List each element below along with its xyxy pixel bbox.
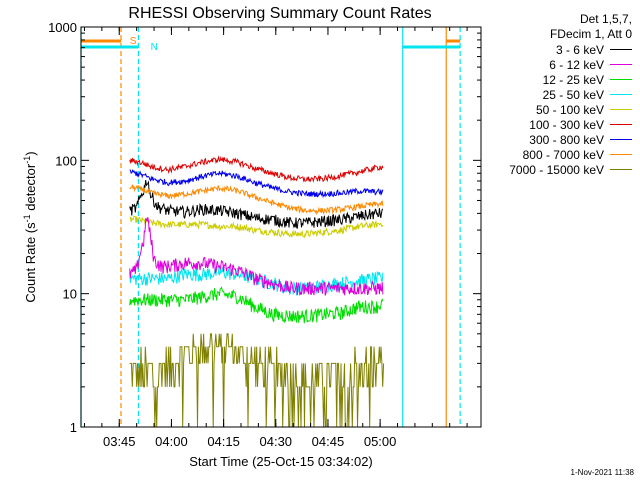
legend-swatch (610, 49, 632, 50)
legend-swatch (610, 124, 632, 125)
legend-label: 3 - 6 keV (555, 42, 604, 57)
legend-item: 7000 - 15000 keV (482, 162, 632, 177)
legend-label: 300 - 800 keV (529, 132, 604, 147)
series-line-3-6-kev (129, 180, 384, 229)
legend-item: 50 - 100 keV (482, 102, 632, 117)
flag-letter-n: N (151, 42, 158, 53)
legend-swatch (610, 109, 632, 110)
legend-label: 7000 - 15000 keV (509, 162, 604, 177)
legend-item: 25 - 50 keV (482, 87, 632, 102)
legend-label: 100 - 300 keV (529, 117, 604, 132)
series-line-300-800-kev (129, 169, 384, 199)
legend-item: 800 - 7000 keV (482, 147, 632, 162)
x-tick-label-0: 03:45 (103, 434, 136, 449)
legend-item: 3 - 6 keV (482, 42, 632, 57)
legend-swatch (610, 169, 632, 170)
legend-swatch (610, 64, 632, 65)
series-line-12-25-kev (129, 286, 384, 324)
series-lines (129, 155, 385, 428)
series-line-50-100-kev (129, 215, 384, 239)
series-line-800-7000-kev (129, 184, 384, 216)
x-tick-label-5: 05:00 (364, 434, 397, 449)
legend-label: 800 - 7000 keV (522, 147, 604, 162)
plot-frame (80, 26, 482, 428)
legend-item: 6 - 12 keV (482, 57, 632, 72)
series-line-7000-15000-kev (129, 333, 385, 428)
legend-label: 6 - 12 keV (549, 57, 604, 72)
legend-swatch (610, 94, 632, 95)
x-axis-label: Start Time (25-Oct-15 03:34:02) (189, 454, 373, 469)
y-tick-label-1: 10 (63, 287, 77, 302)
legend-label: 50 - 100 keV (535, 102, 604, 117)
legend-item: 300 - 800 keV (482, 132, 632, 147)
legend-swatch (610, 154, 632, 155)
legend-item: 12 - 25 keV (482, 72, 632, 87)
legend-label: 12 - 25 keV (542, 72, 604, 87)
series-line-100-300-kev (129, 155, 384, 183)
legend-swatch (610, 79, 632, 80)
legend-item: 100 - 300 keV (482, 117, 632, 132)
x-tick-label-4: 04:45 (312, 434, 345, 449)
legend-header-decim: FDecim 1, Att 0 (549, 27, 632, 41)
flag-letter-s: S (130, 36, 137, 47)
legend-swatch (610, 139, 632, 140)
legend-header-detectors: Det 1,5,7, (579, 12, 632, 26)
series-line-6-12-kev (129, 217, 384, 296)
axes: 1 10 100 1000 03:45 04:00 04:15 04:30 04:45 05:00 (48, 20, 481, 449)
x-tick-label-2: 04:15 (207, 434, 240, 449)
legend: Det 1,5,7, FDecim 1, Att 0 3 - 6 keV 6 - … (482, 12, 632, 177)
series-line-25-50-kev (129, 265, 384, 296)
x-tick-label-3: 04:30 (260, 434, 293, 449)
legend-label: 25 - 50 keV (542, 87, 604, 102)
y-tick-label-0: 1 (70, 420, 77, 435)
timestamp: 1-Nov-2021 11:38 (570, 468, 634, 477)
x-tick-label-1: 04:00 (155, 434, 188, 449)
y-tick-label-2: 100 (55, 153, 77, 168)
y-tick-label-3: 1000 (48, 20, 77, 35)
chart-title: RHESSI Observing Summary Count Rates (128, 5, 431, 22)
y-axis-label: Count Rate (s-1 detector-1) (22, 151, 38, 302)
